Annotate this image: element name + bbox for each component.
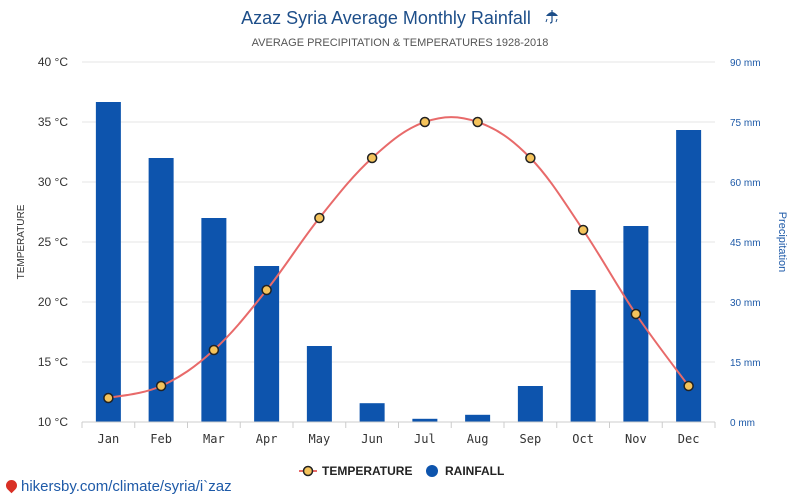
- left-axis-label: TEMPERATURE: [16, 204, 27, 279]
- left-tick-label: 30 °C: [38, 175, 68, 189]
- temperature-point-oct[interactable]: [577, 224, 589, 236]
- x-axis: Jan Feb Mar Apr May Jun Jul Aug Sep Oct Nov Dec: [81, 421, 716, 446]
- rainfall-bar-dec[interactable]: [676, 130, 702, 422]
- left-tick-label: 20 °C: [38, 295, 68, 309]
- left-tick-label: 10 °C: [38, 415, 68, 429]
- right-tick-label: 90 mm: [730, 58, 761, 69]
- x-tick-label: Dec: [678, 432, 700, 446]
- temperature-point-jul[interactable]: [419, 116, 431, 128]
- legend-rainfall-label: RAINFALL: [445, 464, 504, 478]
- rainfall-bar-jul[interactable]: [412, 418, 438, 422]
- rainfall-bar-may[interactable]: [306, 346, 332, 422]
- rainfall-bar-nov[interactable]: [623, 226, 649, 422]
- left-tick-label: 15 °C: [38, 355, 68, 369]
- chart-title: Azaz Syria Average Monthly Rainfall: [241, 8, 531, 28]
- temperature-point-aug[interactable]: [472, 116, 483, 128]
- legend-temperature-label: TEMPERATURE: [322, 464, 412, 478]
- x-tick-label: Jan: [98, 432, 120, 446]
- right-tick-label: 0 mm: [730, 418, 755, 429]
- temperature-line-series: [103, 116, 694, 404]
- temperature-point-apr[interactable]: [261, 284, 272, 296]
- left-tick-label: 25 °C: [38, 235, 68, 249]
- temperature-point-nov[interactable]: [630, 308, 642, 320]
- right-axis-ticks: 0 mm 15 mm 30 mm 45 mm 60 mm 75 mm 90 mm: [730, 58, 761, 429]
- rainfall-bar-jun[interactable]: [359, 403, 385, 422]
- umbrella-rain-icon: [545, 10, 558, 24]
- chart-subtitle: AVERAGE PRECIPITATION & TEMPERATURES 192…: [252, 37, 549, 49]
- legend-rainfall-marker-icon: [426, 465, 438, 477]
- left-axis-ticks: 10 °C 15 °C 20 °C 25 °C 30 °C 35 °C 40 °C: [38, 55, 68, 429]
- temperature-point-sep[interactable]: [525, 152, 536, 164]
- right-axis-label: Precipitation: [776, 212, 788, 273]
- grid-lines: [82, 61, 715, 363]
- right-tick-label: 30 mm: [730, 298, 761, 309]
- temperature-point-jan[interactable]: [103, 392, 114, 404]
- temperature-point-feb[interactable]: [155, 380, 167, 392]
- x-tick-label: May: [309, 432, 331, 446]
- temperature-point-mar[interactable]: [208, 344, 220, 356]
- right-tick-label: 45 mm: [730, 238, 761, 249]
- x-tick-label: Jul: [414, 432, 436, 446]
- x-tick-label: Jun: [361, 432, 383, 446]
- rainfall-bar-aug[interactable]: [465, 414, 491, 422]
- temperature-point-may[interactable]: [314, 212, 325, 224]
- source-link-text: hikersby.com/climate/syria/i`zaz: [21, 478, 232, 495]
- left-tick-label: 35 °C: [38, 115, 68, 129]
- rainfall-bar-jan[interactable]: [95, 102, 121, 422]
- x-tick-label: Aug: [467, 432, 489, 446]
- temperature-point-jun[interactable]: [366, 152, 378, 164]
- left-tick-label: 40 °C: [38, 55, 68, 69]
- x-tick-label: Oct: [572, 432, 594, 446]
- legend-temperature-marker-icon: [302, 465, 314, 477]
- legend-temperature[interactable]: TEMPERATURE: [299, 464, 412, 478]
- x-tick-label: Mar: [203, 432, 225, 446]
- temperature-line: [108, 116, 690, 399]
- right-tick-label: 75 mm: [730, 118, 761, 129]
- source-link[interactable]: hikersby.com/climate/syria/i`zaz: [3, 477, 232, 495]
- x-tick-label: Nov: [625, 432, 647, 446]
- location-pin-icon: [3, 477, 20, 493]
- legend: TEMPERATURE RAINFALL: [299, 464, 504, 478]
- right-tick-label: 60 mm: [730, 178, 761, 189]
- x-tick-label: Sep: [520, 432, 542, 446]
- rainfall-bars: [95, 102, 702, 422]
- rainfall-bar-feb[interactable]: [148, 158, 174, 422]
- rainfall-bar-oct[interactable]: [570, 290, 596, 422]
- x-tick-label: Feb: [150, 432, 172, 446]
- x-tick-label: Apr: [256, 432, 278, 446]
- legend-rainfall[interactable]: RAINFALL: [426, 464, 504, 478]
- right-tick-label: 15 mm: [730, 358, 761, 369]
- temperature-point-dec[interactable]: [683, 380, 694, 392]
- rainfall-bar-sep[interactable]: [517, 386, 543, 422]
- rainfall-bar-mar[interactable]: [201, 218, 227, 422]
